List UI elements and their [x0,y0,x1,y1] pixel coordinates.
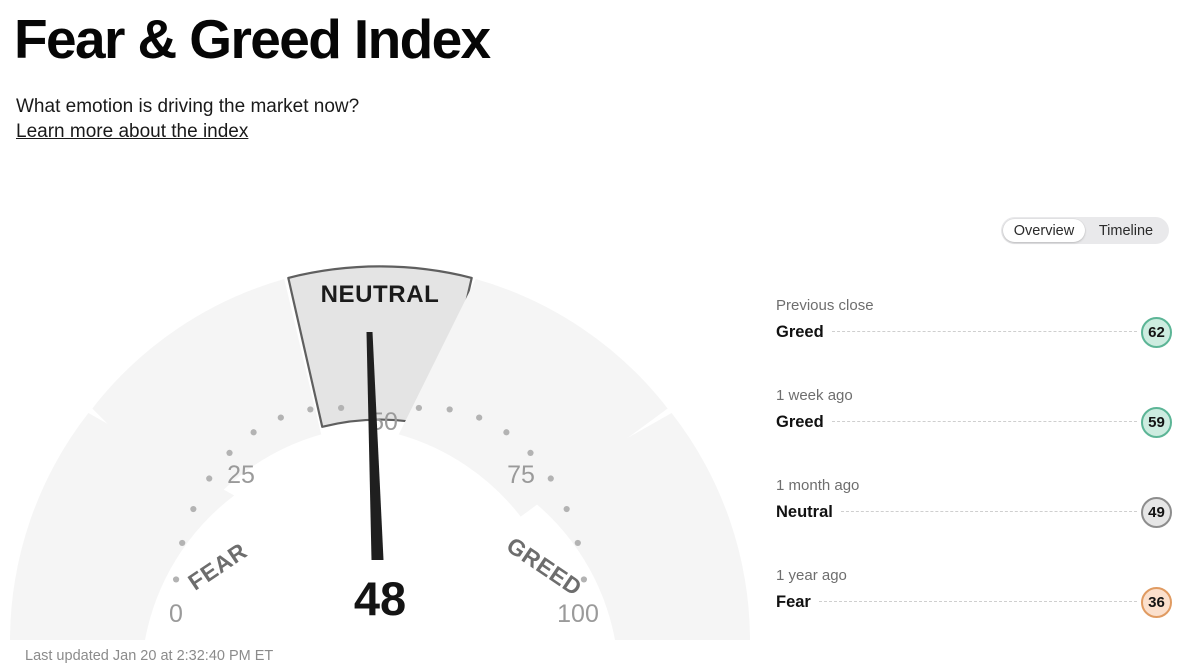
page-title: Fear & Greed Index [14,8,491,70]
gauge-label-fear: FEAR [183,537,251,595]
history-state-label: Greed [776,322,824,341]
gauge-scale-numbers: 0 25 50 75 100 [169,408,599,628]
history-period: 1 week ago [776,387,853,404]
history-value-badge: 36 [1141,586,1172,618]
gauge-tick-0: 0 [169,600,183,628]
history-period: Previous close [776,297,874,314]
gauge-segments [10,265,750,640]
history-state-label: Neutral [776,502,833,521]
gauge-tick-dots [172,404,588,583]
history-value-badge: 62 [1141,316,1172,348]
last-updated-text: Last updated Jan 20 at 2:32:40 PM ET [25,648,274,664]
gauge-tick-75: 75 [507,461,535,489]
toggle-option-overview[interactable]: Overview [1003,219,1085,242]
history-state-label: Greed [776,412,824,431]
view-toggle[interactable]: Overview Timeline [1001,217,1169,244]
learn-more-link[interactable]: Learn more about the index [16,121,249,142]
gauge-segment-fear [92,279,322,517]
gauge-value: 48 [354,572,406,625]
gauge-tick-100: 100 [557,600,599,628]
toggle-option-timeline[interactable]: Timeline [1098,222,1154,239]
history-value-badge: 59 [1141,406,1172,438]
history-leader-line [831,331,1137,332]
history-row-previous-close[interactable]: Previous close Greed 62 [776,296,1172,386]
gauge-needle-pointer [366,332,384,560]
history-period: 1 month ago [776,477,860,494]
fear-greed-gauge: EXTREME FEAR FEAR NEUTRAL GREED EXTREME … [0,240,760,640]
history-value-badge: 49 [1141,496,1172,528]
gauge-hub [312,572,448,640]
history-leader-line [831,421,1137,422]
page-subtitle: What emotion is driving the market now? [16,96,360,117]
gauge-needle [366,332,384,560]
history-row-1-week-ago[interactable]: 1 week ago Greed 59 [776,386,1172,476]
history-list: Previous close Greed 62 1 week ago Greed… [776,296,1172,656]
history-row-1-year-ago[interactable]: 1 year ago Fear 36 [776,566,1172,656]
gauge-label-neutral: NEUTRAL [321,281,440,308]
history-leader-line [818,601,1137,602]
history-period: 1 year ago [776,567,847,584]
history-state-label: Fear [776,592,811,611]
history-row-1-month-ago[interactable]: 1 month ago Neutral 49 [776,476,1172,566]
gauge-segment-extreme-greed [525,413,750,640]
history-leader-line [840,511,1137,512]
gauge-tick-25: 25 [227,461,255,489]
gauge-svg: EXTREME FEAR FEAR NEUTRAL GREED EXTREME … [10,265,750,640]
